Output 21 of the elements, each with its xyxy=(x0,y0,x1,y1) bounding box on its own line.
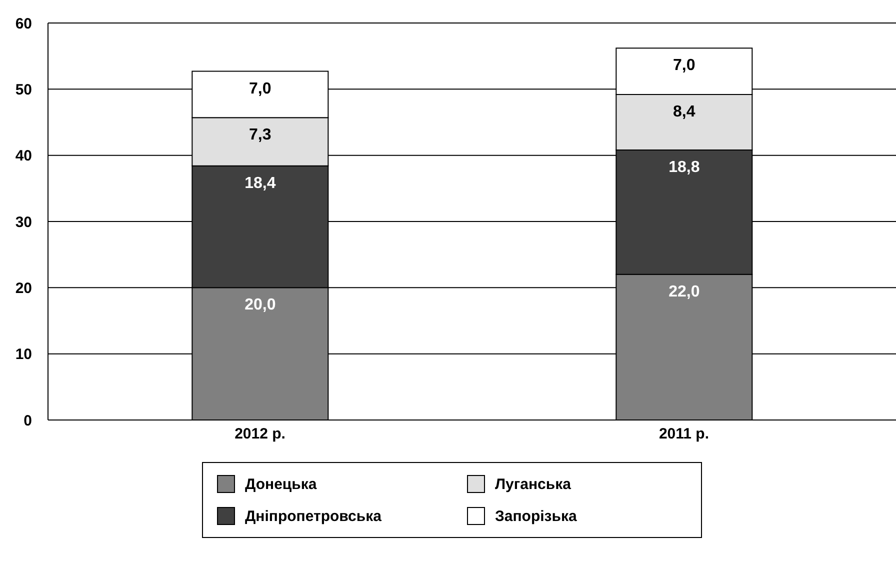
data-label: 7,0 xyxy=(673,57,696,74)
legend-label: Донецька xyxy=(245,476,317,492)
y-tick-label: 40 xyxy=(15,148,32,165)
y-tick-label: 60 xyxy=(15,15,32,32)
legend-label: Дніпропетровська xyxy=(245,508,382,524)
legend-label: Луганська xyxy=(495,476,571,492)
data-label: 20,0 xyxy=(244,296,276,314)
data-label: 7,3 xyxy=(249,126,272,144)
data-label: 22,0 xyxy=(668,283,700,300)
data-label: 18,4 xyxy=(244,174,276,192)
data-label: 7,0 xyxy=(249,80,272,98)
data-label: 18,8 xyxy=(668,159,700,176)
x-tick-label: 2011 р. xyxy=(658,426,710,443)
y-tick-label: 10 xyxy=(15,346,32,364)
x-tick-label: 2012 р. xyxy=(234,426,286,443)
y-tick-label: 0 xyxy=(24,412,32,430)
y-tick-label: 20 xyxy=(15,280,32,297)
y-tick-label: 30 xyxy=(15,214,32,231)
data-label: 8,4 xyxy=(673,103,696,120)
y-tick-label: 50 xyxy=(15,81,32,98)
legend-label: Запорізька xyxy=(495,508,577,524)
